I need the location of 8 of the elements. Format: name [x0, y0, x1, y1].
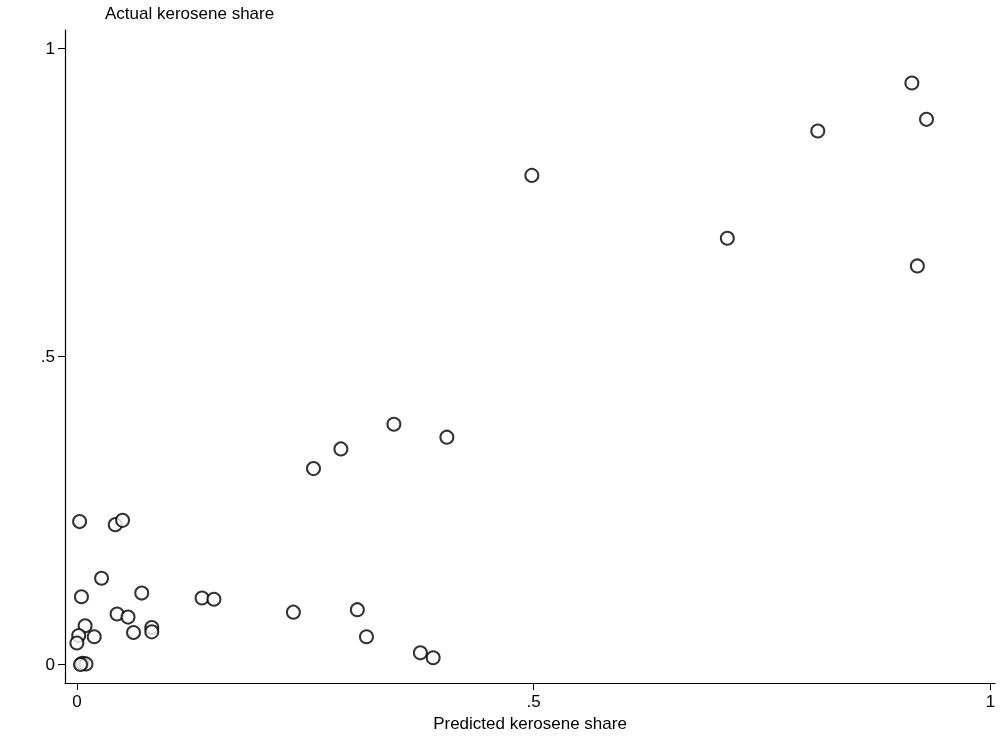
- y-tick-label: 1: [45, 38, 55, 58]
- x-axis-title: Predicted kerosene share: [433, 714, 627, 733]
- x-tick-label: 1: [985, 692, 996, 711]
- x-tick-label: .5: [526, 692, 541, 711]
- x-tick-label: 0: [72, 692, 82, 711]
- y-tick-label: 0: [45, 655, 55, 675]
- y-axis-title: Actual kerosene share: [105, 4, 275, 23]
- y-tick-label: .5: [40, 347, 55, 366]
